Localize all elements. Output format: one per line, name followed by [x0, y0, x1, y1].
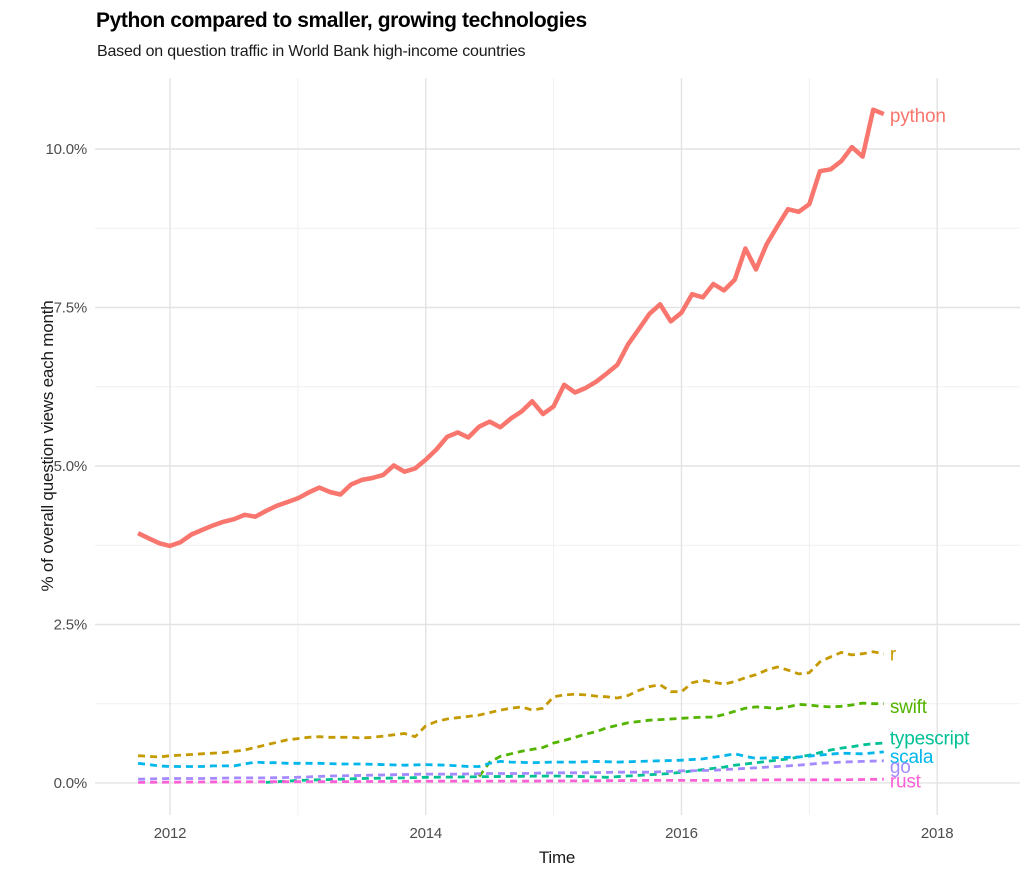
series-label-typescript: typescript	[890, 729, 970, 750]
y-axis-tick-label: 7.5%	[54, 300, 87, 317]
y-axis-tick-label: 2.5%	[54, 616, 87, 633]
series-label-r: r	[890, 644, 897, 665]
series-line-swift	[477, 701, 884, 778]
x-axis-tick-label: 2014	[409, 825, 442, 842]
series-line-scala	[137, 750, 884, 768]
series-line-go	[138, 759, 884, 781]
chart-title: Python compared to smaller, growing tech…	[96, 9, 587, 32]
y-axis-title: % of overall question views each month	[38, 300, 57, 592]
y-axis-tick-label: 10.0%	[45, 141, 87, 158]
series-line-typescript	[265, 741, 884, 784]
series-label-go: go	[890, 757, 911, 778]
series-line-rust	[138, 777, 884, 784]
series-label-python: python	[890, 106, 946, 127]
x-axis-tick-label: 2018	[921, 825, 954, 842]
chart-subtitle: Based on question traffic in World Bank …	[97, 43, 526, 60]
y-axis-tick-label: 0.0%	[54, 775, 87, 792]
series-label-scala: scala	[890, 747, 934, 768]
x-axis-title: Time	[538, 848, 576, 867]
series-label-rust: rust	[890, 772, 922, 793]
x-axis-tick-label: 2012	[154, 825, 187, 842]
series-label-swift: swift	[890, 697, 928, 718]
x-axis-tick-label: 2016	[665, 825, 698, 842]
series-line-r	[138, 650, 885, 759]
y-axis-tick-label: 5.0%	[54, 458, 87, 475]
series-line-python	[137, 107, 885, 549]
